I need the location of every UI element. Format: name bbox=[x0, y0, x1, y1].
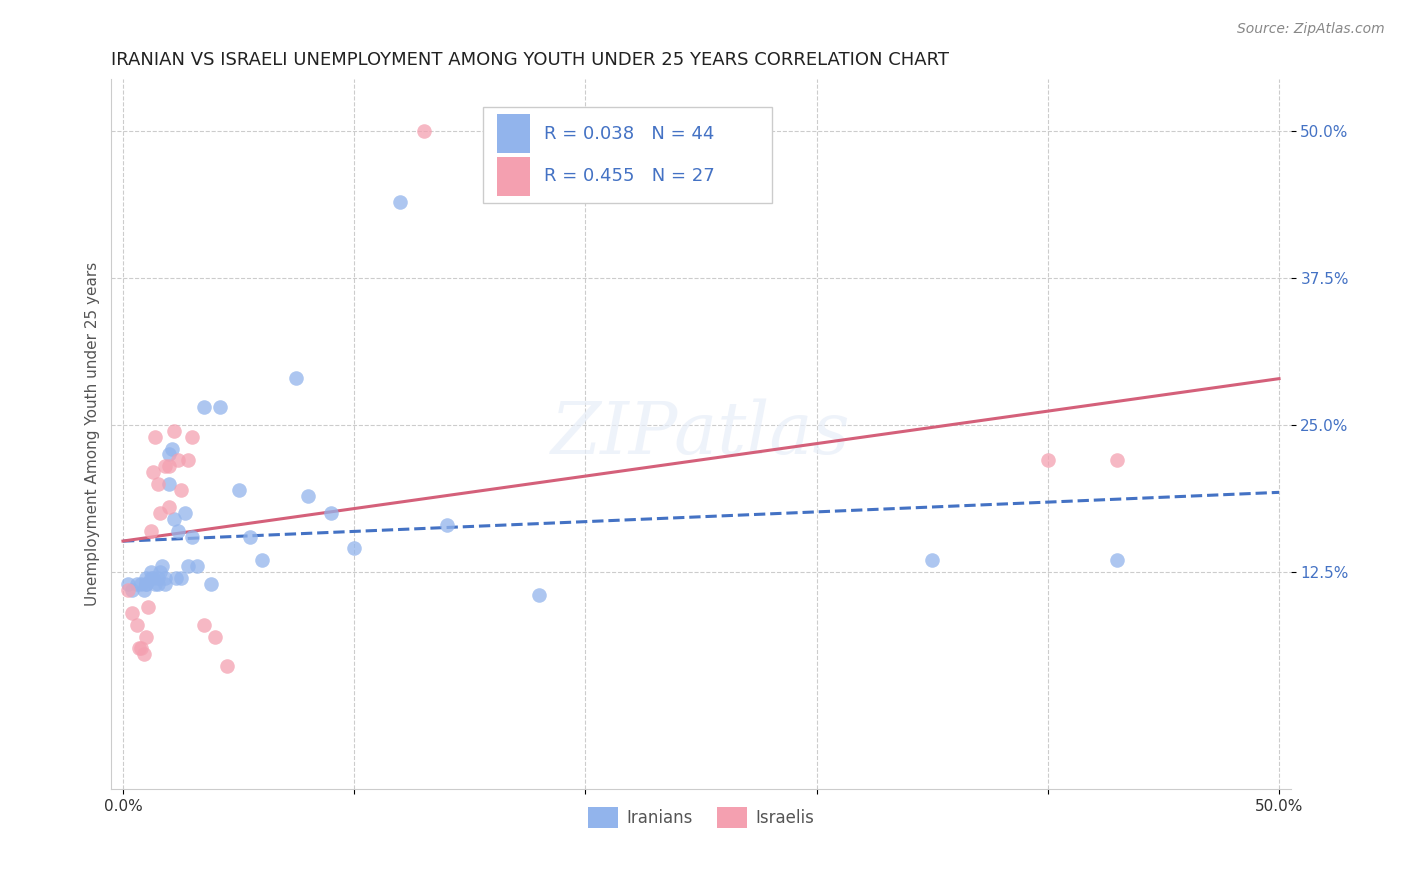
Legend: Iranians, Israelis: Iranians, Israelis bbox=[581, 800, 821, 834]
Point bbox=[436, 517, 458, 532]
Point bbox=[389, 194, 412, 209]
Point bbox=[527, 588, 550, 602]
Point bbox=[131, 641, 153, 656]
Point bbox=[135, 576, 157, 591]
Point bbox=[181, 530, 204, 544]
Point bbox=[142, 571, 165, 585]
FancyBboxPatch shape bbox=[496, 114, 530, 153]
Point bbox=[143, 430, 166, 444]
Point bbox=[297, 489, 319, 503]
Point bbox=[160, 442, 183, 456]
Point bbox=[285, 371, 308, 385]
Point bbox=[135, 576, 157, 591]
Point bbox=[157, 500, 180, 515]
Point bbox=[204, 630, 226, 644]
Point bbox=[165, 571, 187, 585]
Point bbox=[186, 559, 208, 574]
Point bbox=[170, 571, 193, 585]
Point bbox=[131, 576, 153, 591]
Point bbox=[128, 641, 150, 656]
Point bbox=[157, 459, 180, 474]
Text: Source: ZipAtlas.com: Source: ZipAtlas.com bbox=[1237, 22, 1385, 37]
Point bbox=[1036, 453, 1059, 467]
Point bbox=[193, 401, 215, 415]
Point bbox=[150, 559, 173, 574]
Point bbox=[163, 424, 186, 438]
Point bbox=[121, 606, 143, 620]
Point bbox=[149, 506, 172, 520]
Point bbox=[146, 476, 169, 491]
Text: IRANIAN VS ISRAELI UNEMPLOYMENT AMONG YOUTH UNDER 25 YEARS CORRELATION CHART: IRANIAN VS ISRAELI UNEMPLOYMENT AMONG YO… bbox=[111, 51, 949, 69]
Point bbox=[177, 453, 200, 467]
Point bbox=[138, 600, 160, 615]
Point bbox=[174, 506, 197, 520]
Point bbox=[921, 553, 943, 567]
Text: ZIPatlas: ZIPatlas bbox=[551, 399, 851, 469]
Point bbox=[153, 459, 176, 474]
Point bbox=[135, 571, 157, 585]
Point bbox=[121, 582, 143, 597]
Point bbox=[215, 659, 238, 673]
Point bbox=[132, 647, 155, 661]
Y-axis label: Unemployment Among Youth under 25 years: Unemployment Among Youth under 25 years bbox=[86, 261, 100, 606]
Point bbox=[170, 483, 193, 497]
Point bbox=[135, 630, 157, 644]
Point bbox=[153, 571, 176, 585]
Point bbox=[139, 565, 162, 579]
Point bbox=[167, 453, 190, 467]
Point bbox=[209, 401, 232, 415]
Point bbox=[142, 465, 165, 479]
Point bbox=[125, 576, 148, 591]
Point bbox=[200, 576, 222, 591]
Point bbox=[228, 483, 250, 497]
Point bbox=[132, 582, 155, 597]
Point bbox=[117, 576, 139, 591]
FancyBboxPatch shape bbox=[496, 157, 530, 196]
Text: R = 0.455   N = 27: R = 0.455 N = 27 bbox=[544, 168, 714, 186]
Text: R = 0.038   N = 44: R = 0.038 N = 44 bbox=[544, 125, 714, 143]
Point bbox=[177, 559, 200, 574]
Point bbox=[146, 576, 169, 591]
Point bbox=[149, 565, 172, 579]
Point bbox=[153, 576, 176, 591]
Point bbox=[343, 541, 366, 556]
Point bbox=[1107, 553, 1129, 567]
Point bbox=[143, 576, 166, 591]
Point bbox=[157, 476, 180, 491]
Point bbox=[167, 524, 190, 538]
Point bbox=[163, 512, 186, 526]
Point bbox=[139, 524, 162, 538]
Point bbox=[181, 430, 204, 444]
Point bbox=[319, 506, 342, 520]
Point bbox=[412, 124, 434, 138]
Point bbox=[125, 617, 148, 632]
FancyBboxPatch shape bbox=[482, 107, 772, 203]
Point bbox=[250, 553, 273, 567]
Point bbox=[193, 617, 215, 632]
Point bbox=[1107, 453, 1129, 467]
Point bbox=[239, 530, 262, 544]
Point bbox=[139, 571, 162, 585]
Point bbox=[157, 447, 180, 461]
Point bbox=[117, 582, 139, 597]
Point bbox=[146, 571, 169, 585]
